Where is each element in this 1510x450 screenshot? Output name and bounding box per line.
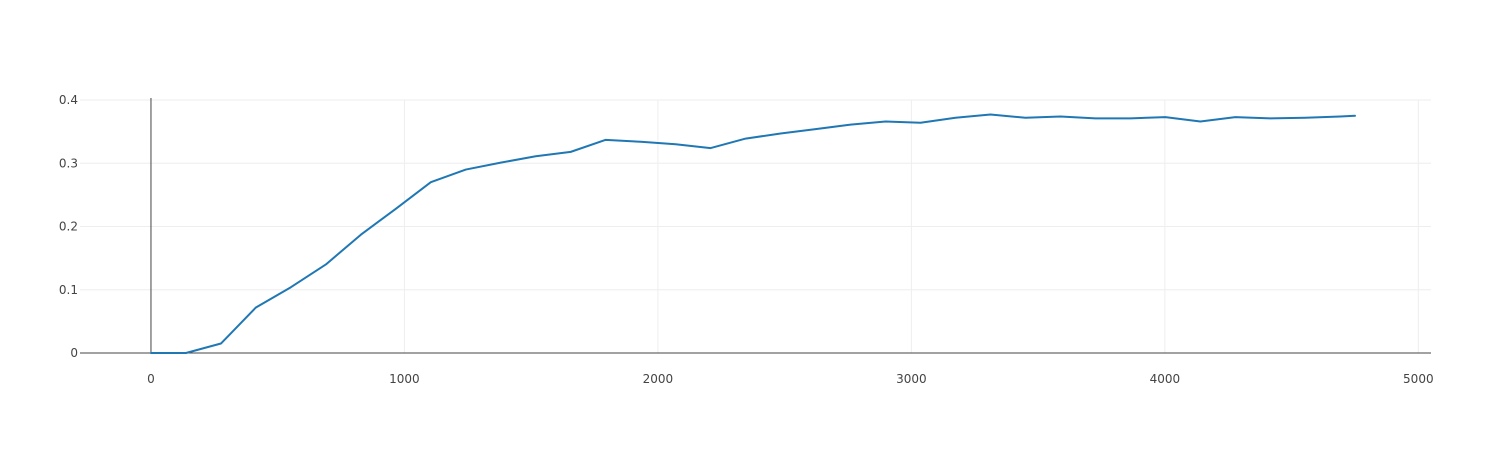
x-tick-label: 2000 [643,372,674,386]
series-layer [149,113,1356,354]
grid-layer [80,99,1431,353]
y-tick-label: 0.2 [59,220,78,234]
y-tick-label: 0 [70,346,78,360]
series-line-0 [149,113,1356,354]
x-tick-label: 5000 [1403,372,1434,386]
tick-label-layer: 0 1000 2000 3000 4000 5000 0 0.1 0.2 0.3 0.4 [59,93,1434,386]
x-tick-label: 1000 [389,372,420,386]
y-tick-label: 0.4 [59,93,78,107]
x-tick-label: 4000 [1150,372,1181,386]
y-tick-label: 0.3 [59,156,78,170]
y-tick-label: 0.1 [59,283,78,297]
axis-layer [80,98,1431,354]
x-tick-label: 0 [147,372,155,386]
x-tick-label: 3000 [896,372,927,386]
